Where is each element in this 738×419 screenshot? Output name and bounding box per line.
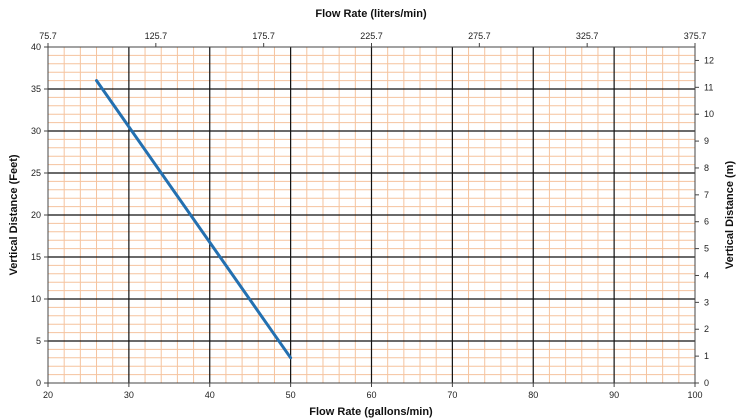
x-tick-label: 50 xyxy=(286,390,296,400)
y-tick-label: 30 xyxy=(31,126,41,136)
y-tick-label: 10 xyxy=(31,294,41,304)
series-line xyxy=(95,79,293,360)
y2-tick-label: 0 xyxy=(704,378,709,388)
x2-ticks: 75.7 125.7 175.7 225.7 275.7 325.7 375.7 xyxy=(39,31,706,47)
x-tick-label: 60 xyxy=(366,390,376,400)
y2-tick-label: 8 xyxy=(704,163,709,173)
y2-tick-label: 4 xyxy=(704,270,709,280)
y2-axis-title: Vertical Distance (m) xyxy=(724,161,736,270)
x-tick-label: 20 xyxy=(43,390,53,400)
x2-tick-label: 275.7 xyxy=(468,31,491,41)
y-axis-title: Vertical Distance (Feet) xyxy=(8,154,20,275)
y-tick-label: 25 xyxy=(31,168,41,178)
y-tick-label: 5 xyxy=(36,336,41,346)
series-layer xyxy=(95,79,293,360)
y-tick-label: 35 xyxy=(31,84,41,94)
y-tick-label: 20 xyxy=(31,210,41,220)
y2-tick-label: 10 xyxy=(704,109,714,119)
y2-tick-label: 11 xyxy=(704,82,713,92)
y-tick-label: 15 xyxy=(31,252,41,262)
x-tick-label: 40 xyxy=(205,390,215,400)
y2-tick-label: 7 xyxy=(704,190,709,200)
x2-tick-label: 125.7 xyxy=(145,31,168,41)
y-tick-label: 0 xyxy=(36,378,41,388)
x-axis-title: Flow Rate (gallons/min) xyxy=(309,406,433,418)
major-grid xyxy=(48,47,695,383)
y2-tick-label: 5 xyxy=(704,244,709,254)
x2-tick-label: 225.7 xyxy=(360,31,383,41)
x-ticks: 20 30 40 50 60 70 80 90 100 xyxy=(43,383,703,400)
y2-tick-label: 1 xyxy=(704,351,709,361)
x-tick-label: 70 xyxy=(447,390,457,400)
y-ticks: 0 5 10 15 20 25 30 35 40 xyxy=(31,42,48,388)
x-tick-label: 100 xyxy=(687,390,702,400)
x2-tick-label: 75.7 xyxy=(39,31,57,41)
x2-tick-label: 375.7 xyxy=(684,31,707,41)
x2-tick-label: 325.7 xyxy=(576,31,599,41)
y2-tick-label: 12 xyxy=(704,55,714,65)
x-tick-label: 90 xyxy=(609,390,619,400)
x2-axis-title: Flow Rate (liters/min) xyxy=(315,8,427,20)
x2-tick-label: 175.7 xyxy=(252,31,275,41)
y2-tick-label: 3 xyxy=(704,297,709,307)
y2-tick-label: 9 xyxy=(704,136,709,146)
y-tick-label: 40 xyxy=(31,42,41,52)
y2-tick-label: 2 xyxy=(704,324,709,334)
x-tick-label: 80 xyxy=(528,390,538,400)
y2-tick-label: 6 xyxy=(704,217,709,227)
x-tick-label: 30 xyxy=(124,390,134,400)
